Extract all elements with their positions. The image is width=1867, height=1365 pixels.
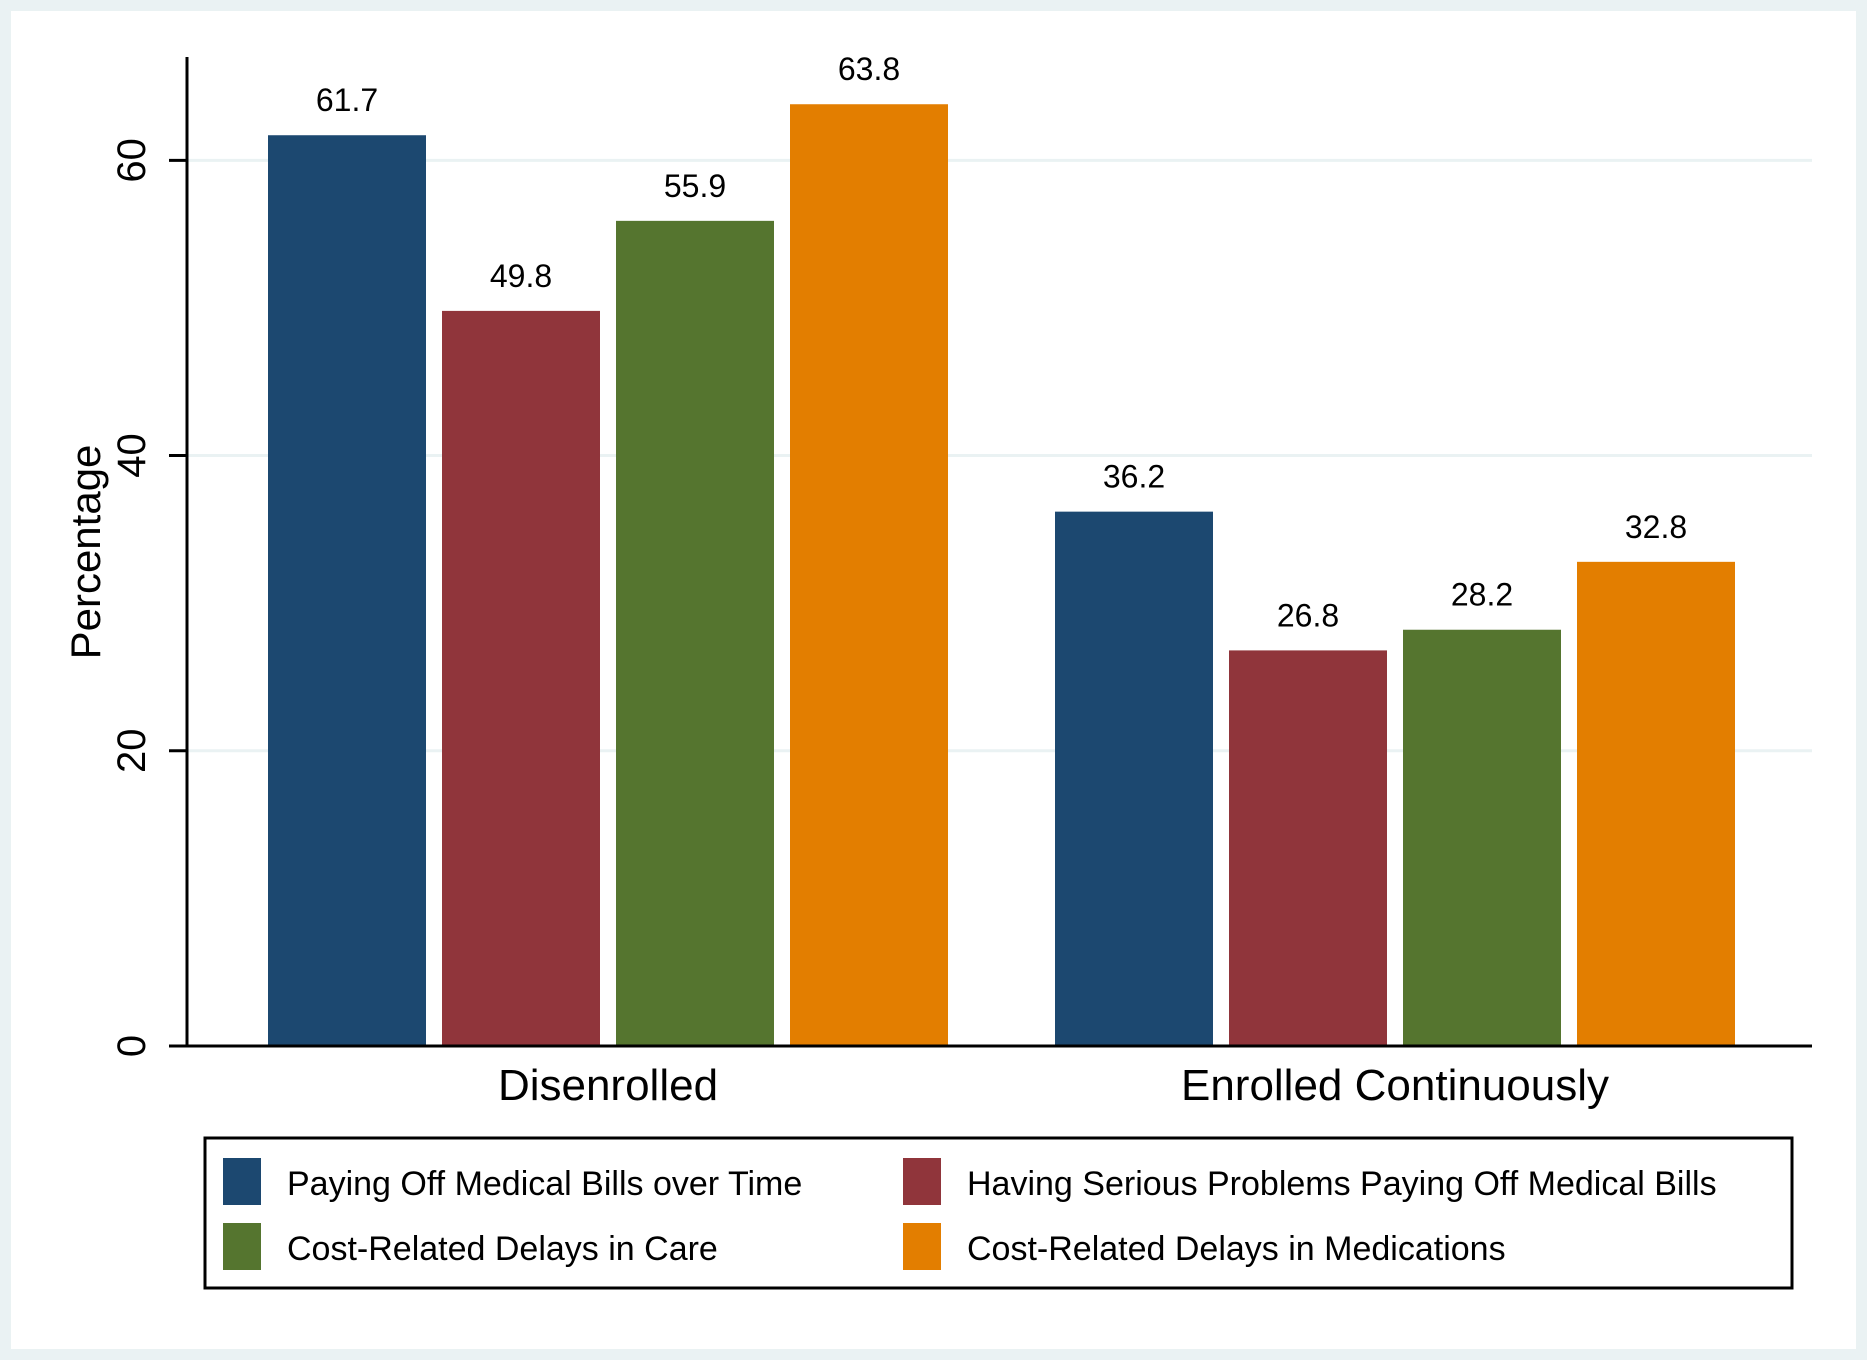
legend-label-serious-problems: Having Serious Problems Paying Off Medic… bbox=[967, 1165, 1717, 1203]
bar-value-label-1-0: 36.2 bbox=[1103, 459, 1165, 495]
legend-swatch-delays-medications bbox=[903, 1223, 941, 1270]
bar-labels-layer: 61.7 49.8 55.9 63.8 36.2 26.8 28.2 32.8 bbox=[316, 51, 1687, 633]
x-category-label-0: Disenrolled bbox=[498, 1061, 718, 1110]
bar-value-label-0-2: 55.9 bbox=[664, 168, 726, 204]
bar-value-label-1-3: 32.8 bbox=[1625, 509, 1687, 545]
bar-0-2 bbox=[616, 220, 774, 1047]
bar-1-1 bbox=[1229, 650, 1387, 1046]
bar-0-0 bbox=[268, 135, 426, 1047]
legend-label-paying-off: Paying Off Medical Bills over Time bbox=[287, 1165, 802, 1203]
y-tick-label-20: 20 bbox=[110, 729, 154, 774]
bar-1-3 bbox=[1577, 561, 1735, 1046]
y-tick-label-0: 0 bbox=[110, 1035, 154, 1057]
bar-0-1 bbox=[442, 310, 600, 1046]
legend-label-delays-medications: Cost-Related Delays in Medications bbox=[967, 1230, 1506, 1268]
y-tick-label-40: 40 bbox=[110, 433, 154, 478]
legend: Paying Off Medical Bills over Time Havin… bbox=[203, 1136, 1794, 1290]
bar-value-label-0-1: 49.8 bbox=[490, 258, 552, 294]
legend-label-delays-care: Cost-Related Delays in Care bbox=[287, 1230, 718, 1268]
bar-value-label-0-0: 61.7 bbox=[316, 82, 378, 118]
x-category-label-1: Enrolled Continuously bbox=[1181, 1061, 1609, 1110]
axes-layer: 0 20 40 60 Disenrolled Enrolled Continuously bbox=[110, 57, 1812, 1110]
bar-value-label-0-3: 63.8 bbox=[838, 51, 900, 87]
legend-swatch-serious-problems bbox=[903, 1158, 941, 1205]
legend-swatch-delays-care bbox=[223, 1223, 261, 1270]
bar-1-2 bbox=[1403, 629, 1561, 1046]
bars-layer bbox=[268, 104, 1735, 1047]
bar-value-label-1-2: 28.2 bbox=[1451, 577, 1513, 613]
bar-1-0 bbox=[1055, 511, 1213, 1046]
legend-swatch-paying-off bbox=[223, 1158, 261, 1205]
bar-0-3 bbox=[790, 104, 948, 1046]
y-tick-label-60: 60 bbox=[110, 138, 154, 183]
y-axis-title: Percentage bbox=[62, 445, 109, 660]
bar-value-label-1-1: 26.8 bbox=[1277, 597, 1339, 633]
legend-box bbox=[203, 1136, 1794, 1290]
